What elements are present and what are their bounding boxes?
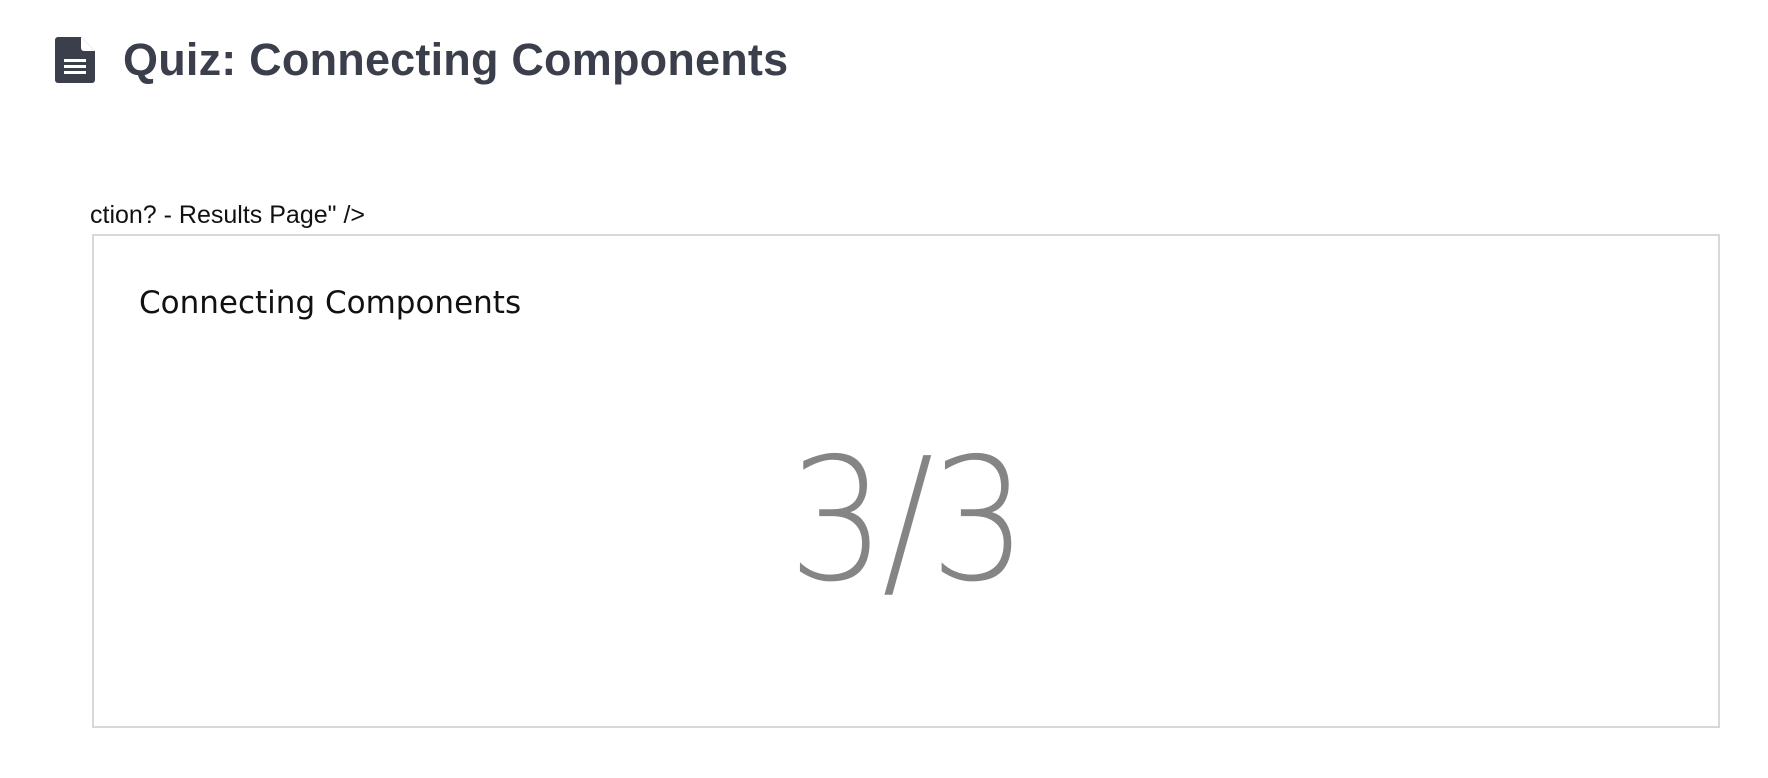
quiz-name: Connecting Components	[139, 285, 522, 321]
page-title: Quiz: Connecting Components	[123, 34, 789, 85]
stray-markup-text: ction? - Results Page" />	[90, 201, 365, 229]
quiz-score: 3/3	[788, 422, 1027, 620]
page-header: Quiz: Connecting Components	[55, 34, 788, 86]
document-icon	[55, 37, 95, 83]
quiz-results-frame: Connecting Components 3/3	[92, 234, 1720, 728]
